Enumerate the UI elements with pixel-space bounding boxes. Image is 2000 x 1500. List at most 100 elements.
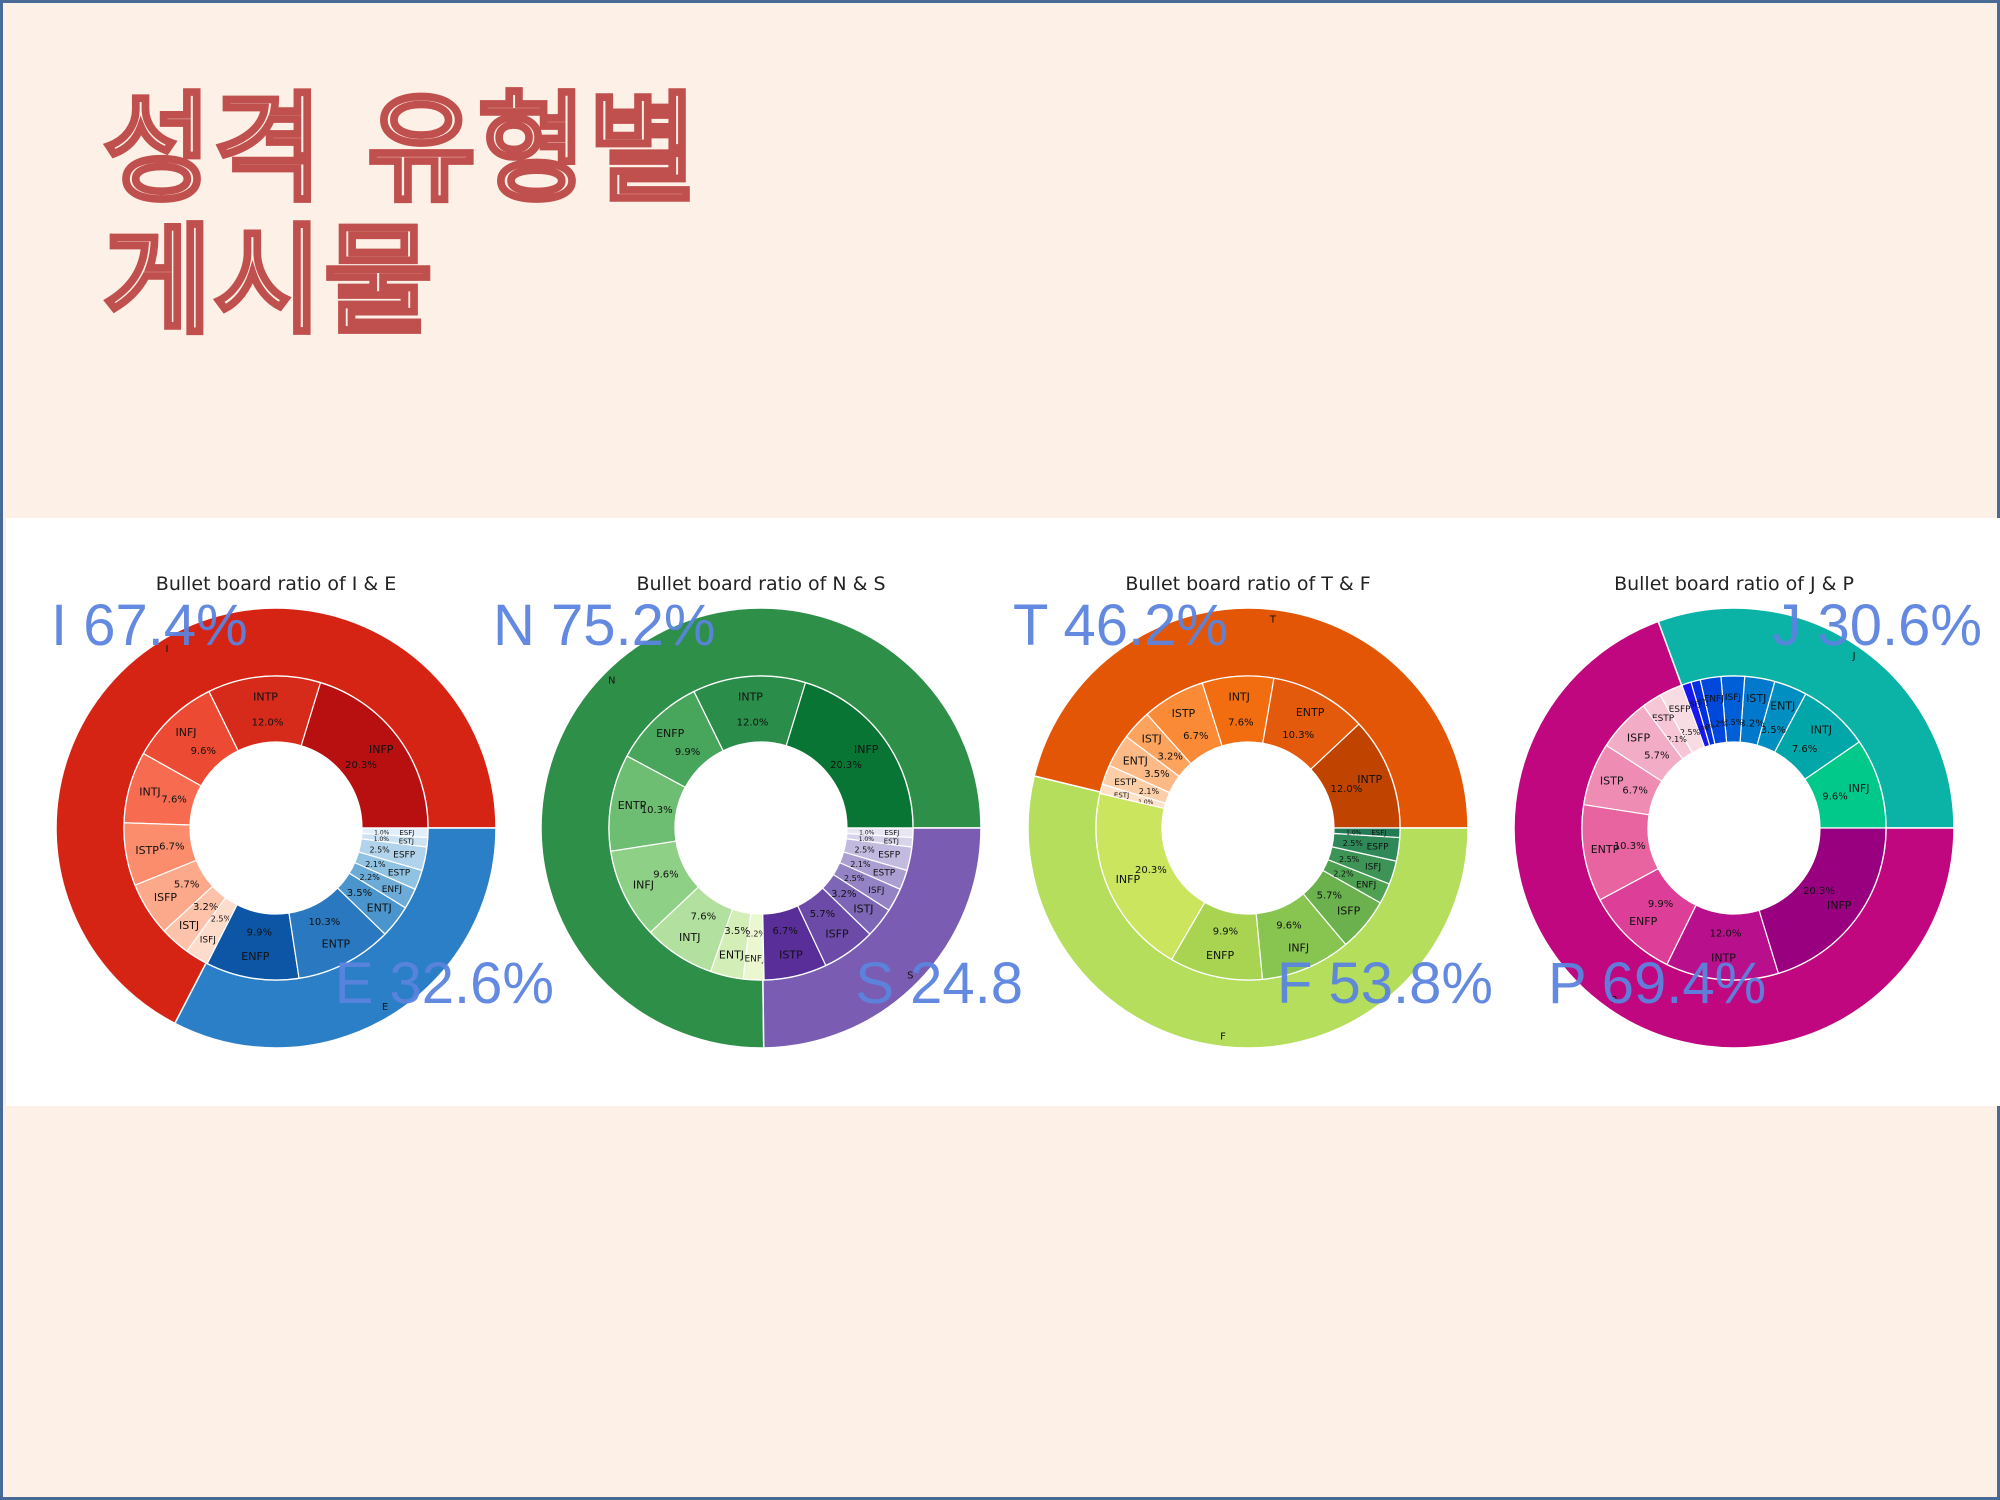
inner-slice-label: ESTP <box>873 869 896 879</box>
inner-slice-label: ESTP <box>1652 714 1675 724</box>
inner-slice-label: ENTJ <box>1770 700 1795 713</box>
charts-svg: Bullet board ratio of I & EIEINFP20.3%IN… <box>51 573 1982 1049</box>
inner-slice-label: ESFJ <box>399 829 414 837</box>
inner-slice-pct: 3.5% <box>1144 769 1169 780</box>
slide-title-line2: 게시물 <box>101 212 435 350</box>
inner-slice-label: ESTJ <box>1114 791 1129 799</box>
inner-slice-label: ESFJ <box>884 829 899 837</box>
inner-slice-pct: 20.3% <box>1135 865 1167 876</box>
inner-slice-pct: 1.0% <box>859 836 875 843</box>
inner-slice-pct: 5.7% <box>1644 751 1669 762</box>
inner-slice-pct: 10.3% <box>641 805 673 816</box>
inner-slice-pct: 1.0% <box>1346 829 1362 836</box>
inner-slice-pct: 5.7% <box>1317 891 1342 902</box>
inner-slice-label: ISFJ <box>1725 693 1741 703</box>
inner-slice-pct: 9.6% <box>191 746 216 757</box>
inner-slice-label: INTP <box>1711 951 1736 964</box>
inner-slice-label: ENFJ <box>745 955 765 965</box>
big-percent-label: I 67.4% <box>51 593 248 658</box>
inner-slice-pct: 20.3% <box>1803 886 1835 897</box>
inner-slice-pct: 20.3% <box>830 760 862 771</box>
inner-slice-label: ESTJ <box>884 837 899 845</box>
inner-slice-pct: 1.0% <box>859 829 875 836</box>
inner-slice-pct: 2.2% <box>746 930 767 939</box>
inner-slice-label: ENFJ <box>1356 880 1376 890</box>
inner-slice-pct: 2.1% <box>1666 735 1687 744</box>
inner-slice-label: ESTP <box>1114 778 1137 788</box>
inner-slice-pct: 9.9% <box>675 747 700 758</box>
inner-slice-label: ESTJ <box>1693 698 1708 706</box>
inner-slice-pct: 7.6% <box>161 794 186 805</box>
inner-slice-label: INTJ <box>1228 690 1249 703</box>
big-percent-label: E 32.6% <box>335 951 554 1016</box>
inner-slice-pct: 10.3% <box>1614 841 1646 852</box>
inner-slice-pct: 10.3% <box>309 917 341 928</box>
inner-slice-label: INTJ <box>139 786 160 799</box>
outer-slice-label: F <box>1220 1031 1226 1042</box>
outer-slice-label: P <box>1611 995 1617 1006</box>
inner-slice-label: ESTJ <box>399 837 414 845</box>
inner-slice-label: INFJ <box>1288 942 1309 955</box>
inner-slice-label: ISTP <box>779 948 803 961</box>
inner-slice-label: ENFJ <box>382 885 402 895</box>
donut-chart-1: Bullet board ratio of I & E I E INFP 20.3% IN… <box>55 573 497 1049</box>
outer-slice-label: I <box>165 644 168 655</box>
inner-slice-pct: 12.0% <box>252 718 284 729</box>
inner-slice-pct: 12.0% <box>1330 784 1362 795</box>
outer-slice-label: T <box>1269 615 1277 626</box>
big-percent-label: P 69.4% <box>1548 951 1766 1016</box>
inner-slice-esfj <box>361 827 429 839</box>
inner-slice-pct: 2.2% <box>1333 870 1354 879</box>
inner-slice-pct: 12.0% <box>737 718 769 729</box>
inner-slice-label: ENTP <box>1296 706 1325 719</box>
inner-slice-pct: 2.2% <box>1707 719 1728 728</box>
inner-slice-label: ISTJ <box>179 919 199 932</box>
inner-slice-label: ESFP <box>1669 705 1692 715</box>
inner-slice-pct: 3.2% <box>193 902 218 913</box>
inner-slice-label: ESFJ <box>1371 829 1386 837</box>
inner-slice-label: ISTP <box>1600 774 1624 787</box>
inner-slice-label: ENTJ <box>367 901 392 914</box>
inner-slice-label: ISFP <box>154 891 178 904</box>
inner-slice-pct: 20.3% <box>345 760 377 771</box>
inner-slice-pct: 3.2% <box>1157 751 1182 762</box>
inner-slice-label: ENFJ <box>1704 695 1724 705</box>
inner-slice-label: ISFJ <box>868 886 884 896</box>
inner-slice-label: ENFP <box>1629 915 1658 928</box>
inner-slice-pct: 3.5% <box>347 888 372 899</box>
inner-slice-label: INFP <box>1827 899 1852 912</box>
inner-slice-label: INFJ <box>1848 782 1869 795</box>
inner-slice-label: ISFP <box>1337 905 1361 918</box>
inner-slice-label: ESTP <box>388 869 411 879</box>
inner-slice-label: ISFP <box>1627 731 1651 744</box>
inner-slice-pct: 2.5% <box>1339 855 1360 864</box>
inner-slice-pct: 6.7% <box>772 926 797 937</box>
inner-slice-pct: 2.2% <box>360 873 381 882</box>
inner-slice-label: ESFJ <box>1686 701 1701 709</box>
inner-slice-pct: 6.7% <box>1622 785 1647 796</box>
inner-slice-pct: 1.0% <box>1693 726 1709 733</box>
inner-slice-pct: 7.6% <box>691 912 716 923</box>
inner-slice-pct: 2.5% <box>1680 728 1701 737</box>
inner-slice-pct: 1.0% <box>1700 724 1716 731</box>
inner-slice-label: ISTP <box>135 844 159 857</box>
inner-slice-pct: 7.6% <box>1228 717 1253 728</box>
inner-slice-pct: 5.7% <box>810 909 835 920</box>
inner-slice-label: ENTP <box>1591 843 1620 856</box>
inner-slice-esfj <box>846 827 914 839</box>
outer-slice-label: J <box>1852 651 1856 662</box>
chart-band: Bullet board ratio of I & E I E INFP 20.3% IN… <box>6 518 2000 1106</box>
inner-slice-pct: 3.5% <box>724 926 749 937</box>
inner-slice-label: INFJ <box>633 879 654 892</box>
inner-slice-label: ENTJ <box>719 949 744 962</box>
big-percent-label: F 53.8% <box>1277 951 1493 1016</box>
inner-slice-label: INFP <box>1116 873 1141 886</box>
inner-slice-pct: 3.5% <box>1761 725 1786 736</box>
chart-title: Bullet board ratio of N & S <box>636 573 885 595</box>
inner-slice-pct: 5.7% <box>174 880 199 891</box>
inner-slice-label: INTP <box>1357 773 1382 786</box>
inner-slice-label: ISTP <box>1172 707 1196 720</box>
inner-slice-label: INTP <box>253 691 278 704</box>
slide-title-line1: 성격 유형별 <box>101 80 699 218</box>
